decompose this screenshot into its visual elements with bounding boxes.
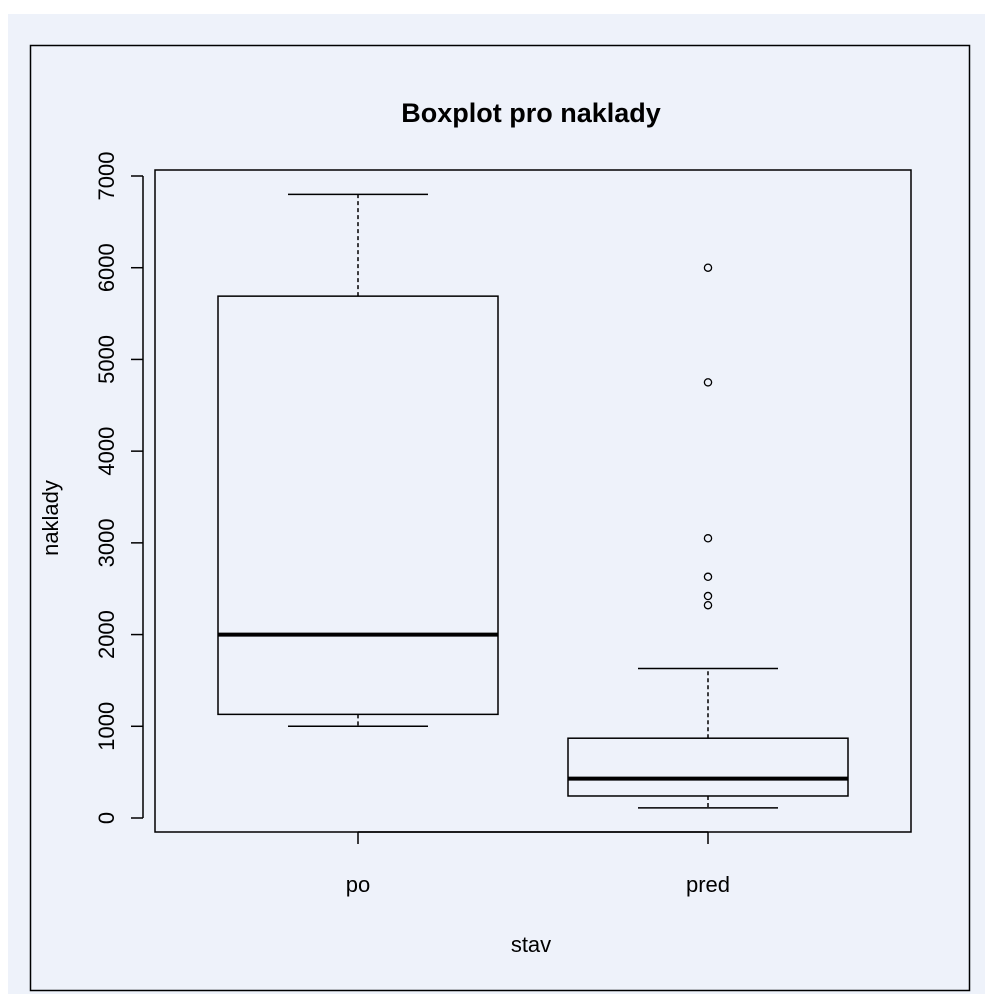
- box-pred: [567, 263, 849, 809]
- x-axis: po pred: [346, 831, 730, 897]
- outlier-point: [703, 378, 713, 387]
- y-tick-label: 4000: [94, 427, 119, 476]
- box-body: [567, 737, 849, 797]
- y-axis: 0 1000 2000 3000 4000 5000 6000 7000: [94, 152, 144, 824]
- chart-title: Boxplot pro naklady: [401, 98, 661, 128]
- y-tick-label: 2000: [94, 610, 119, 659]
- boxes: [217, 193, 849, 809]
- box-body: [217, 295, 499, 716]
- x-tick-label: pred: [686, 872, 730, 897]
- outlier-point: [703, 534, 713, 543]
- y-axis-label: naklady: [38, 480, 63, 556]
- y-tick-label: 3000: [94, 518, 119, 567]
- y-tick-label: 5000: [94, 335, 119, 384]
- y-tick-label: 6000: [94, 243, 119, 292]
- y-tick-label: 1000: [94, 702, 119, 751]
- boxplot-chart: Boxplot pro naklady stav naklady 0 1000 20…: [29, 44, 971, 992]
- box-po: [217, 193, 499, 728]
- outlier-point: [703, 600, 713, 610]
- outlier-point: [703, 263, 713, 272]
- y-tick-label: 7000: [94, 152, 119, 201]
- plot-area: [154, 169, 912, 833]
- y-tick-label: 0: [94, 812, 119, 824]
- x-axis-label: stav: [511, 932, 551, 957]
- outlier-point: [703, 572, 713, 582]
- plot-canvas: Boxplot pro naklady stav naklady 0 1000 20…: [8, 14, 985, 994]
- figure-border: [29, 44, 971, 992]
- outlier-point: [703, 591, 713, 601]
- x-tick-label: po: [346, 872, 370, 897]
